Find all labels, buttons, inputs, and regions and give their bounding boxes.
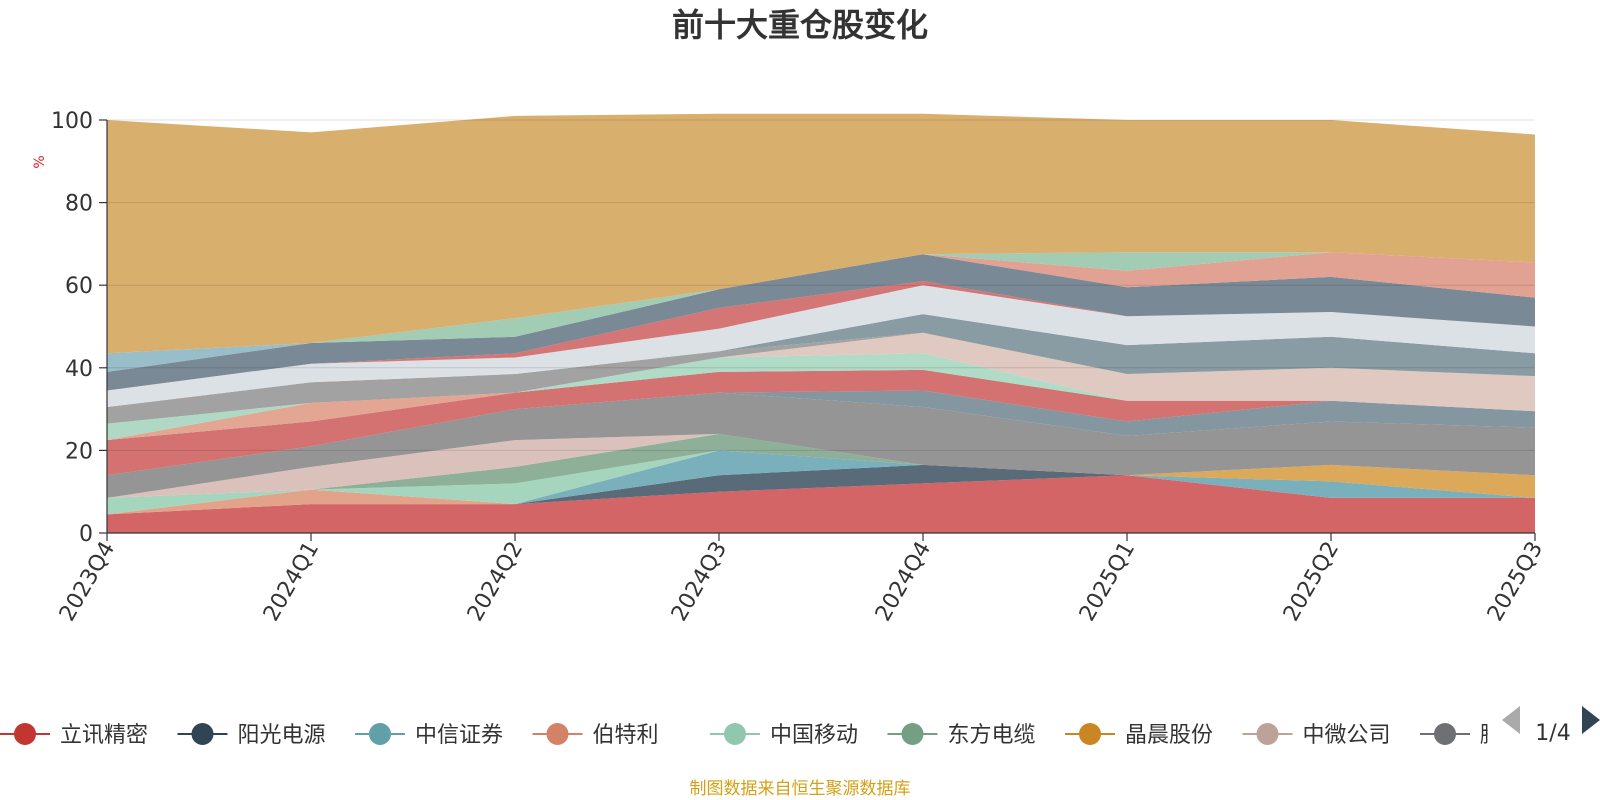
area-series-0[interactable]	[107, 475, 1535, 533]
legend-marker-icon	[369, 723, 391, 745]
legend-marker-icon	[901, 723, 924, 745]
legend-item[interactable]: 晶晨股份	[1065, 723, 1213, 748]
legend-marker-icon	[546, 723, 569, 745]
stacked-areas	[107, 113, 1535, 533]
y-tick-label: 0	[79, 522, 93, 547]
x-tick-label: 2025Q3	[1483, 538, 1548, 626]
legend-item[interactable]: 腾讯	[1420, 723, 1524, 748]
source-note: 制图数据来自恒生聚源数据库	[690, 779, 911, 799]
x-tick-label: 2023Q4	[55, 538, 120, 626]
legend-label: 晶晨股份	[1125, 723, 1213, 748]
legend-label: 腾讯	[1480, 723, 1524, 748]
x-tick-label: 2024Q1	[259, 538, 324, 626]
x-tick-label: 2025Q1	[1075, 538, 1140, 626]
legend-label: 中国移动	[770, 723, 858, 748]
legend-items: 立讯精密 阳光电源 中信证券 伯特利 中国移动 东方电缆 晶晨股份 中微公司 腾讯	[0, 723, 1524, 748]
legend-item[interactable]: 中国移动	[710, 723, 858, 748]
legend-marker-icon	[1434, 723, 1456, 745]
area-series-1[interactable]	[107, 464, 1535, 515]
y-tick-label: 40	[65, 357, 93, 382]
x-tick-label: 2024Q4	[871, 538, 936, 626]
legend-page-label: 1/4	[1535, 721, 1570, 746]
legend-item[interactable]: 阳光电源	[177, 723, 326, 748]
y-axis-unit: %	[32, 155, 48, 168]
y-tick-label: 20	[65, 439, 93, 464]
legend-marker-icon	[191, 723, 214, 745]
chart-title: 前十大重仓股变化	[672, 6, 928, 44]
area-series-4[interactable]	[107, 450, 1535, 515]
legend-item[interactable]: 伯特利	[532, 723, 659, 748]
legend-item[interactable]: 中微公司	[1242, 723, 1391, 748]
legend-label: 中微公司	[1303, 723, 1391, 748]
legend-marker-icon	[14, 723, 36, 745]
area-series-20[interactable]	[107, 252, 1535, 372]
area-series-14[interactable]	[107, 332, 1535, 424]
x-tick-label: 2025Q2	[1279, 538, 1344, 626]
area-series-23[interactable]	[107, 113, 1535, 354]
legend: 立讯精密 阳光电源 中信证券 伯特利 中国移动 东方电缆 晶晨股份 中微公司 腾讯	[0, 723, 1524, 748]
y-tick-label: 80	[65, 192, 93, 217]
grid-lines	[107, 119, 1535, 451]
area-series-8[interactable]	[107, 392, 1535, 498]
legend-marker-icon	[1256, 723, 1279, 745]
area-series-17[interactable]	[107, 285, 1535, 407]
area-series-16[interactable]	[107, 314, 1535, 407]
legend-marker-icon	[724, 723, 746, 745]
legend-item[interactable]: 立讯精密	[0, 723, 148, 748]
area-series-7[interactable]	[107, 433, 1535, 498]
legend-label: 伯特利	[593, 723, 659, 748]
legend-label: 立讯精密	[60, 723, 148, 748]
area-series-2[interactable]	[107, 450, 1535, 515]
y-tick-label: 60	[65, 274, 93, 299]
legend-pager: 1/4	[1502, 706, 1600, 746]
legend-marker-icon	[1079, 723, 1101, 745]
area-series-18[interactable]	[107, 281, 1535, 391]
legend-next-icon[interactable]	[1582, 706, 1600, 734]
legend-item[interactable]: 东方电缆	[887, 723, 1036, 748]
area-series-19[interactable]	[107, 254, 1535, 391]
x-tick-label: 2024Q2	[463, 538, 528, 626]
area-series-10[interactable]	[107, 369, 1535, 476]
legend-prev-icon[interactable]	[1502, 706, 1520, 734]
legend-label: 东方电缆	[948, 723, 1036, 748]
area-series-11[interactable]	[107, 353, 1535, 441]
area-series-5[interactable]	[107, 433, 1535, 498]
legend-label: 中信证券	[415, 723, 503, 748]
x-tick-label: 2024Q3	[667, 538, 732, 626]
y-tick-label: 100	[51, 109, 93, 134]
legend-item[interactable]: 中信证券	[355, 723, 503, 748]
legend-label: 阳光电源	[238, 723, 326, 748]
